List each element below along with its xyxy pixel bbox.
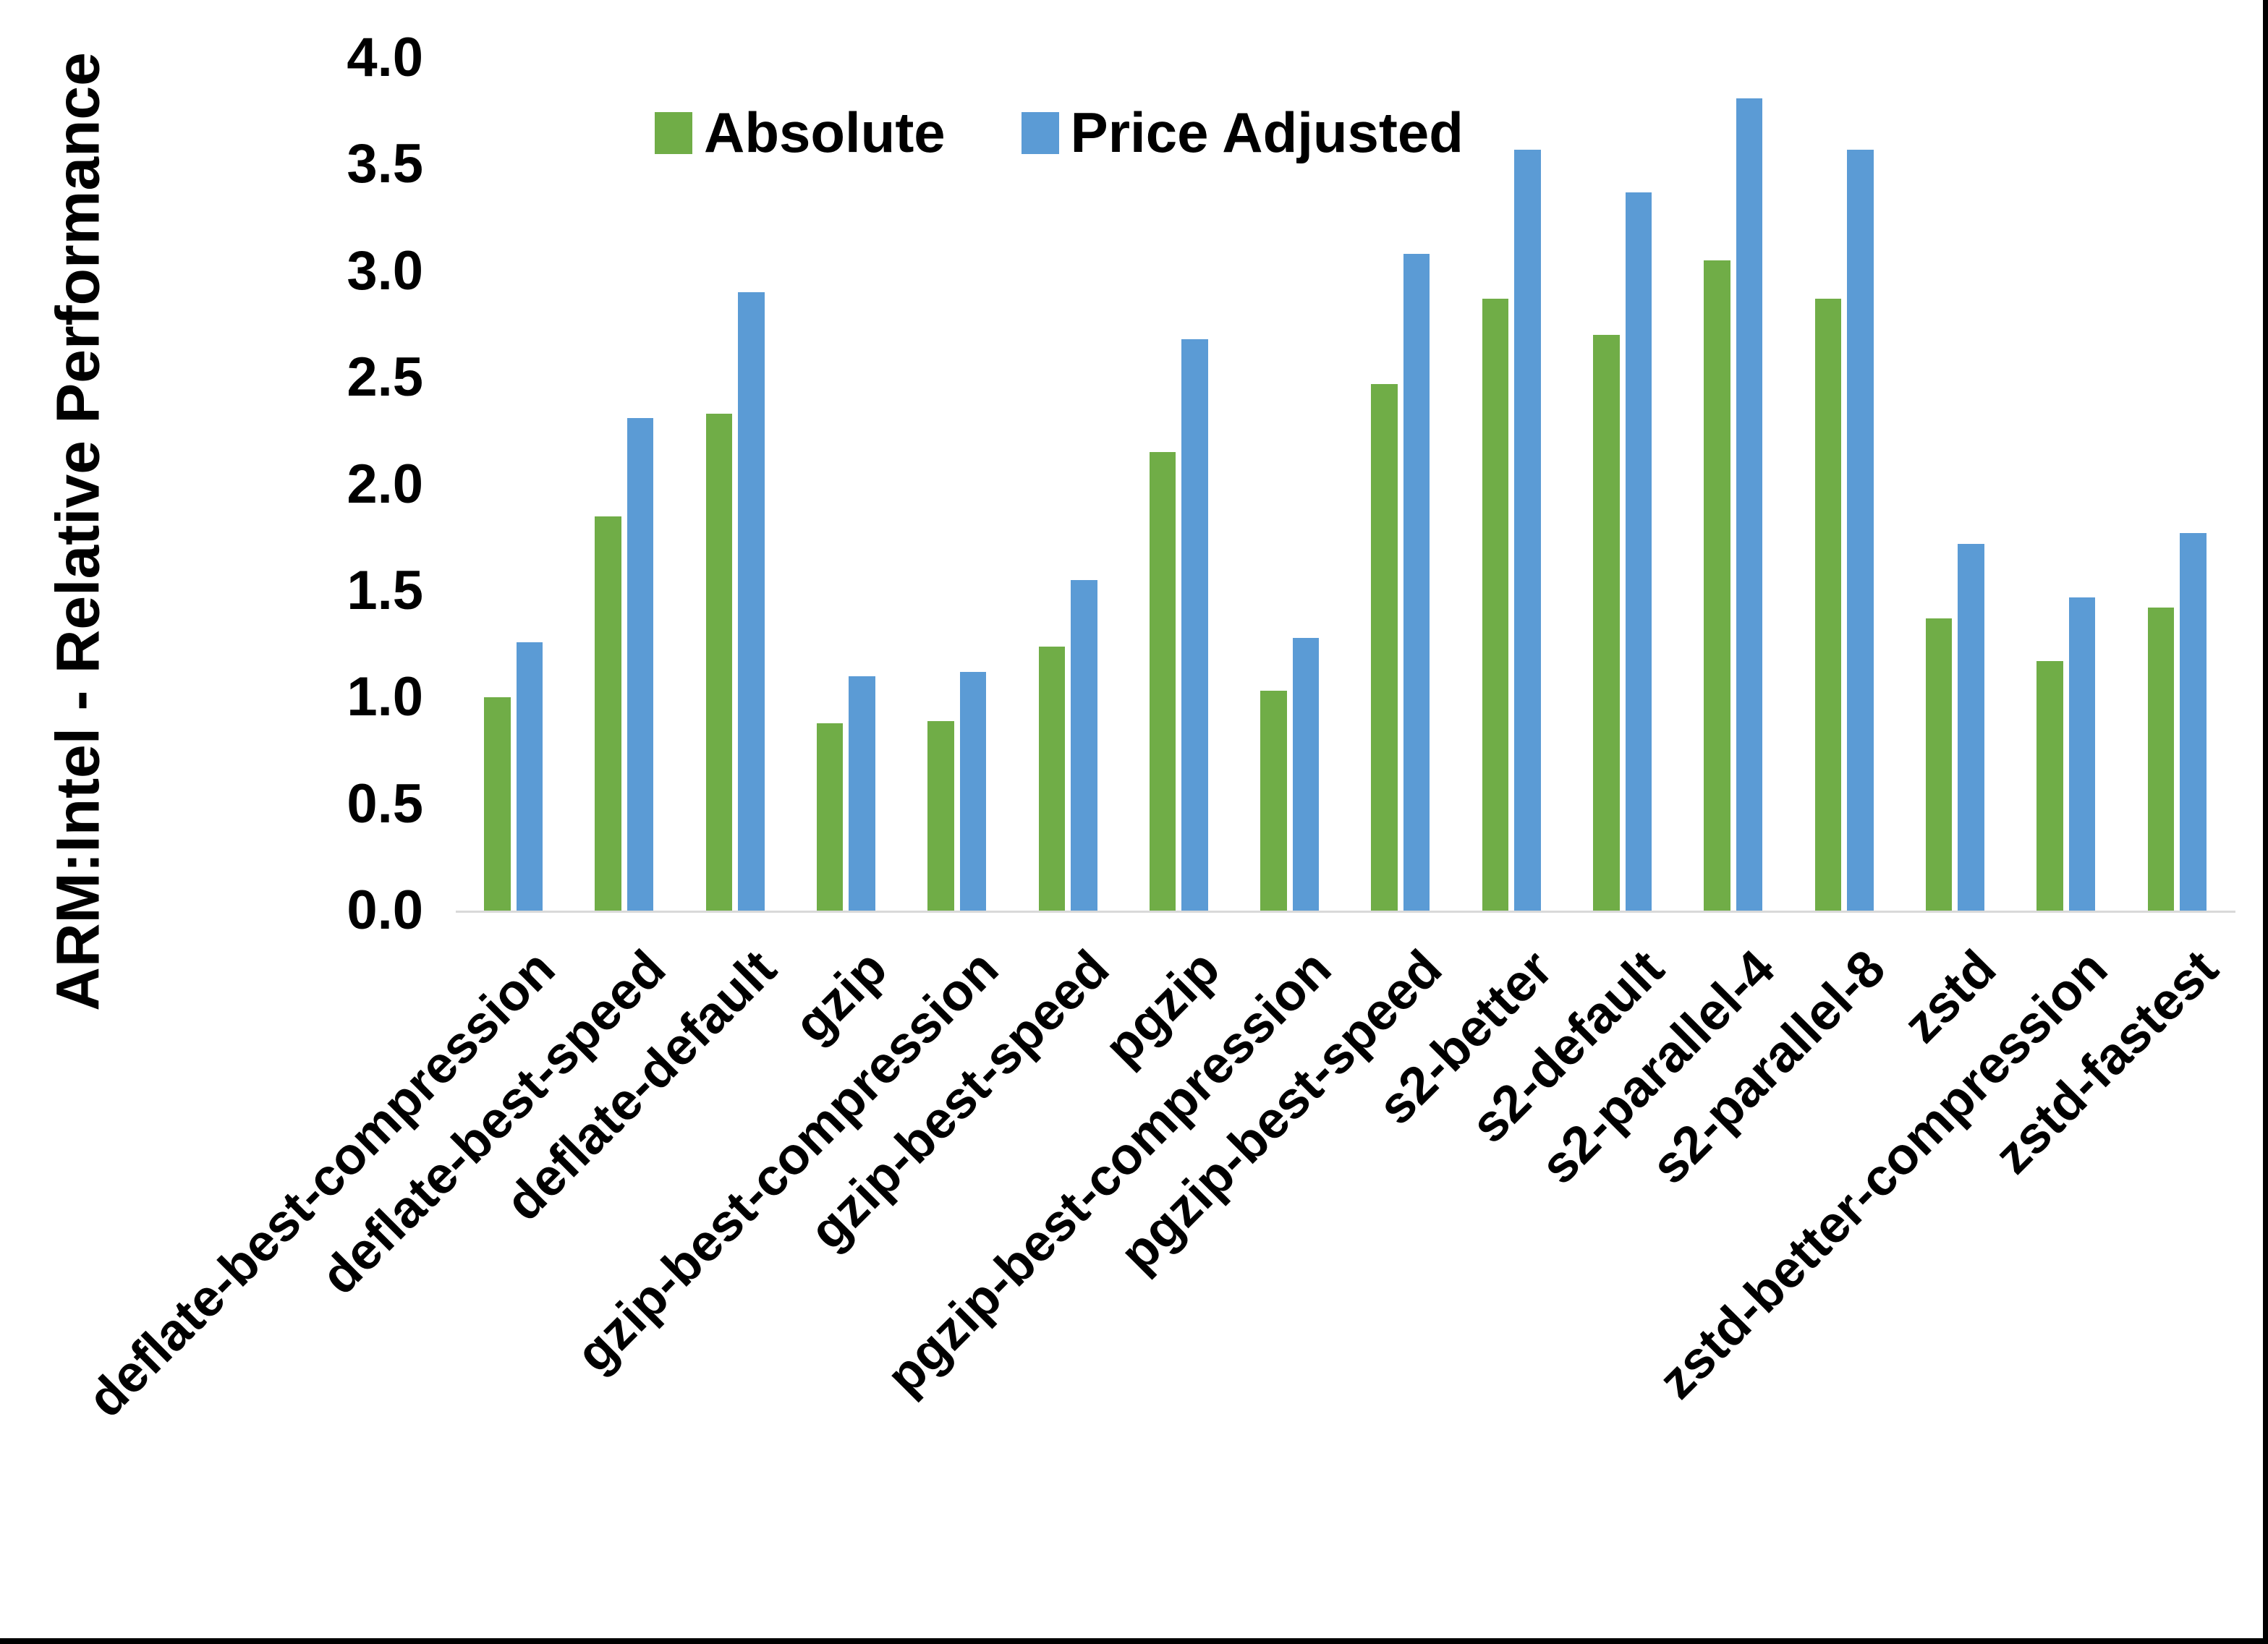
bar-pgzip-absolute xyxy=(1149,452,1176,911)
y-axis-title: ARM:Intel - Relative Performance xyxy=(43,52,112,1011)
y-tick-label-2.0: 2.0 xyxy=(347,453,423,515)
bar-pgzip-price-adjusted xyxy=(1181,339,1208,911)
bar-deflate-default-absolute xyxy=(705,414,733,911)
bar-gzip-best-compression-price-adjusted xyxy=(959,672,987,911)
bar-zstd-price-adjusted xyxy=(1958,544,1984,911)
y-tick-label-1.0: 1.0 xyxy=(347,666,423,728)
legend-item-price-adjusted: Price Adjusted xyxy=(1021,100,1464,166)
bar-s2-parallel-8-price-adjusted xyxy=(1847,150,1874,911)
y-tick-label-3.0: 3.0 xyxy=(347,239,423,302)
legend: Absolute Price Adjusted xyxy=(655,100,1464,166)
bar-s2-parallel-4-price-adjusted xyxy=(1736,98,1763,911)
bar-s2-parallel-8-absolute xyxy=(1814,299,1842,911)
legend-item-absolute: Absolute xyxy=(655,100,946,166)
bar-pgzip-best-compression-absolute xyxy=(1260,691,1287,911)
legend-label-absolute: Absolute xyxy=(704,101,946,164)
bar-zstd-absolute xyxy=(1925,618,1953,911)
y-tick-label-4.0: 4.0 xyxy=(347,27,423,88)
bar-pgzip-best-speed-price-adjusted xyxy=(1403,254,1430,911)
frame-border-right xyxy=(2263,0,2268,1644)
legend-label-price-adjusted: Price Adjusted xyxy=(1070,101,1464,164)
y-tick-label-0.5: 0.5 xyxy=(347,772,423,835)
bar-gzip-price-adjusted xyxy=(849,676,875,911)
bar-pgzip-best-compression-price-adjusted xyxy=(1292,638,1320,911)
bar-deflate-best-compression-absolute xyxy=(484,697,511,911)
bar-pgzip-best-speed-absolute xyxy=(1371,384,1398,911)
y-tick-label-1.5: 1.5 xyxy=(347,559,423,621)
bar-zstd-fastest-price-adjusted xyxy=(2180,533,2207,911)
bar-deflate-best-speed-absolute xyxy=(595,516,621,911)
frame-border-bottom xyxy=(0,1638,2268,1644)
y-tick-label-3.5: 3.5 xyxy=(347,133,423,195)
bar-s2-better-absolute xyxy=(1482,299,1509,911)
bar-deflate-best-compression-price-adjusted xyxy=(516,642,543,911)
plot-area xyxy=(456,58,2235,913)
bar-gzip-best-speed-absolute xyxy=(1038,647,1065,911)
bar-zstd-better-compression-absolute xyxy=(2036,661,2063,911)
bar-gzip-absolute xyxy=(816,723,844,911)
bar-gzip-best-compression-absolute xyxy=(927,721,954,911)
y-tick-label-2.5: 2.5 xyxy=(347,346,423,409)
bar-deflate-best-speed-price-adjusted xyxy=(627,418,654,911)
bar-s2-default-absolute xyxy=(1593,335,1620,911)
bar-zstd-better-compression-price-adjusted xyxy=(2068,597,2096,911)
bar-s2-default-price-adjusted xyxy=(1625,192,1652,911)
bar-deflate-default-price-adjusted xyxy=(738,292,765,911)
y-tick-label-0.0: 0.0 xyxy=(347,880,423,941)
bar-s2-parallel-4-absolute xyxy=(1704,260,1730,911)
legend-swatch-absolute xyxy=(655,111,692,154)
bar-zstd-fastest-absolute xyxy=(2147,608,2174,911)
bar-s2-better-price-adjusted xyxy=(1514,150,1541,911)
bar-gzip-best-speed-price-adjusted xyxy=(1071,580,1097,911)
legend-swatch-price-adjusted xyxy=(1021,111,1059,154)
